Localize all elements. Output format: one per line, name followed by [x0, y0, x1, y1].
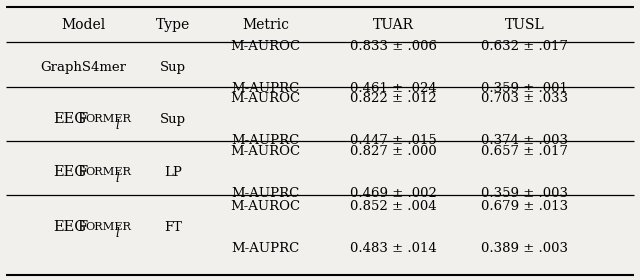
- Text: GraphS4mer: GraphS4mer: [40, 61, 126, 74]
- Text: 0.359 ± .001: 0.359 ± .001: [481, 82, 568, 95]
- Text: 0.822 ± .012: 0.822 ± .012: [350, 92, 437, 104]
- Text: F: F: [77, 220, 87, 234]
- Text: M-AUROC: M-AUROC: [230, 40, 301, 53]
- Text: LP: LP: [164, 166, 182, 179]
- Text: l: l: [116, 119, 120, 132]
- Text: TUAR: TUAR: [373, 18, 414, 32]
- Text: Model: Model: [61, 18, 106, 32]
- Text: 0.827 ± .000: 0.827 ± .000: [350, 145, 437, 158]
- Text: Sup: Sup: [160, 61, 186, 74]
- Text: 0.483 ± .014: 0.483 ± .014: [350, 242, 437, 255]
- Text: 0.703 ± .033: 0.703 ± .033: [481, 92, 568, 104]
- Text: ORMER: ORMER: [85, 222, 131, 232]
- Text: ORMER: ORMER: [85, 114, 131, 124]
- Text: EEG: EEG: [53, 112, 86, 126]
- Text: M-AUROC: M-AUROC: [230, 145, 301, 158]
- Text: TUSL: TUSL: [505, 18, 545, 32]
- Text: M-AUROC: M-AUROC: [230, 92, 301, 104]
- Text: Type: Type: [156, 18, 190, 32]
- Text: 0.374 ± .003: 0.374 ± .003: [481, 134, 568, 146]
- Text: 0.833 ± .006: 0.833 ± .006: [350, 40, 437, 53]
- Text: 0.632 ± .017: 0.632 ± .017: [481, 40, 568, 53]
- Text: Metric: Metric: [242, 18, 289, 32]
- Text: M-AUPRC: M-AUPRC: [232, 134, 300, 146]
- Text: 0.679 ± .013: 0.679 ± .013: [481, 200, 568, 213]
- Text: 0.461 ± .024: 0.461 ± .024: [350, 82, 437, 95]
- Text: 0.852 ± .004: 0.852 ± .004: [350, 200, 437, 213]
- Text: ORMER: ORMER: [85, 167, 131, 177]
- Text: M-AUPRC: M-AUPRC: [232, 187, 300, 200]
- Text: F: F: [77, 165, 87, 179]
- Text: Sup: Sup: [160, 113, 186, 125]
- Text: EEG: EEG: [53, 220, 86, 234]
- Text: M-AUROC: M-AUROC: [230, 200, 301, 213]
- Text: 0.469 ± .002: 0.469 ± .002: [350, 187, 437, 200]
- Text: F: F: [77, 112, 87, 126]
- Text: EEG: EEG: [53, 165, 86, 179]
- Text: l: l: [116, 227, 120, 240]
- Text: 0.447 ± .015: 0.447 ± .015: [350, 134, 437, 146]
- Text: 0.657 ± .017: 0.657 ± .017: [481, 145, 568, 158]
- Text: 0.389 ± .003: 0.389 ± .003: [481, 242, 568, 255]
- Text: l: l: [116, 172, 120, 185]
- Text: M-AUPRC: M-AUPRC: [232, 242, 300, 255]
- Text: 0.359 ± .003: 0.359 ± .003: [481, 187, 568, 200]
- Text: FT: FT: [164, 221, 182, 234]
- Text: M-AUPRC: M-AUPRC: [232, 82, 300, 95]
